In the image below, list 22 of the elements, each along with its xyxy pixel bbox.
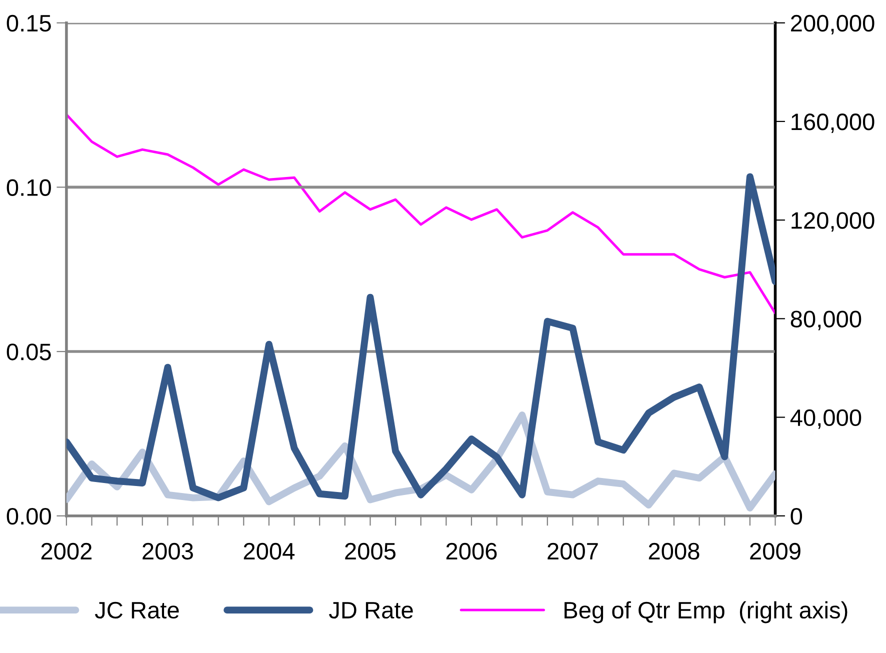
y-tick-label: 0.15 xyxy=(6,14,51,32)
x-tick-label: 2003 xyxy=(142,542,193,560)
y2-tick-label: 80,000 xyxy=(790,310,862,330)
x-tick-label: 2002 xyxy=(41,542,92,560)
y-tick-label: 0.00 xyxy=(6,508,51,525)
y2-tick-label: 40,000 xyxy=(790,409,862,429)
line-series xyxy=(66,113,776,314)
legend-label: JD Rate xyxy=(328,602,413,619)
x-tick-label: 2007 xyxy=(548,542,598,560)
x-tick-label: 2008 xyxy=(648,542,700,560)
y2-tick-label: 120,000 xyxy=(792,212,874,232)
y-tick-label: 0.05 xyxy=(6,344,51,360)
y2-tick-label: 160,000 xyxy=(792,114,874,134)
x-tick-label: 2009 xyxy=(750,542,800,560)
legend-label: JC Rate xyxy=(94,602,179,619)
y2-tick-label: 200,000 xyxy=(791,14,874,34)
x-tick-label: 2006 xyxy=(446,542,497,560)
x-tick-label: 2004 xyxy=(244,542,295,560)
y2-tick-label: 0 xyxy=(790,508,802,525)
legend-label: Beg of Qtr Emp (right axis) xyxy=(564,601,848,624)
x-tick-label: 2005 xyxy=(345,542,396,560)
y-tick-label: 0.10 xyxy=(6,179,51,196)
